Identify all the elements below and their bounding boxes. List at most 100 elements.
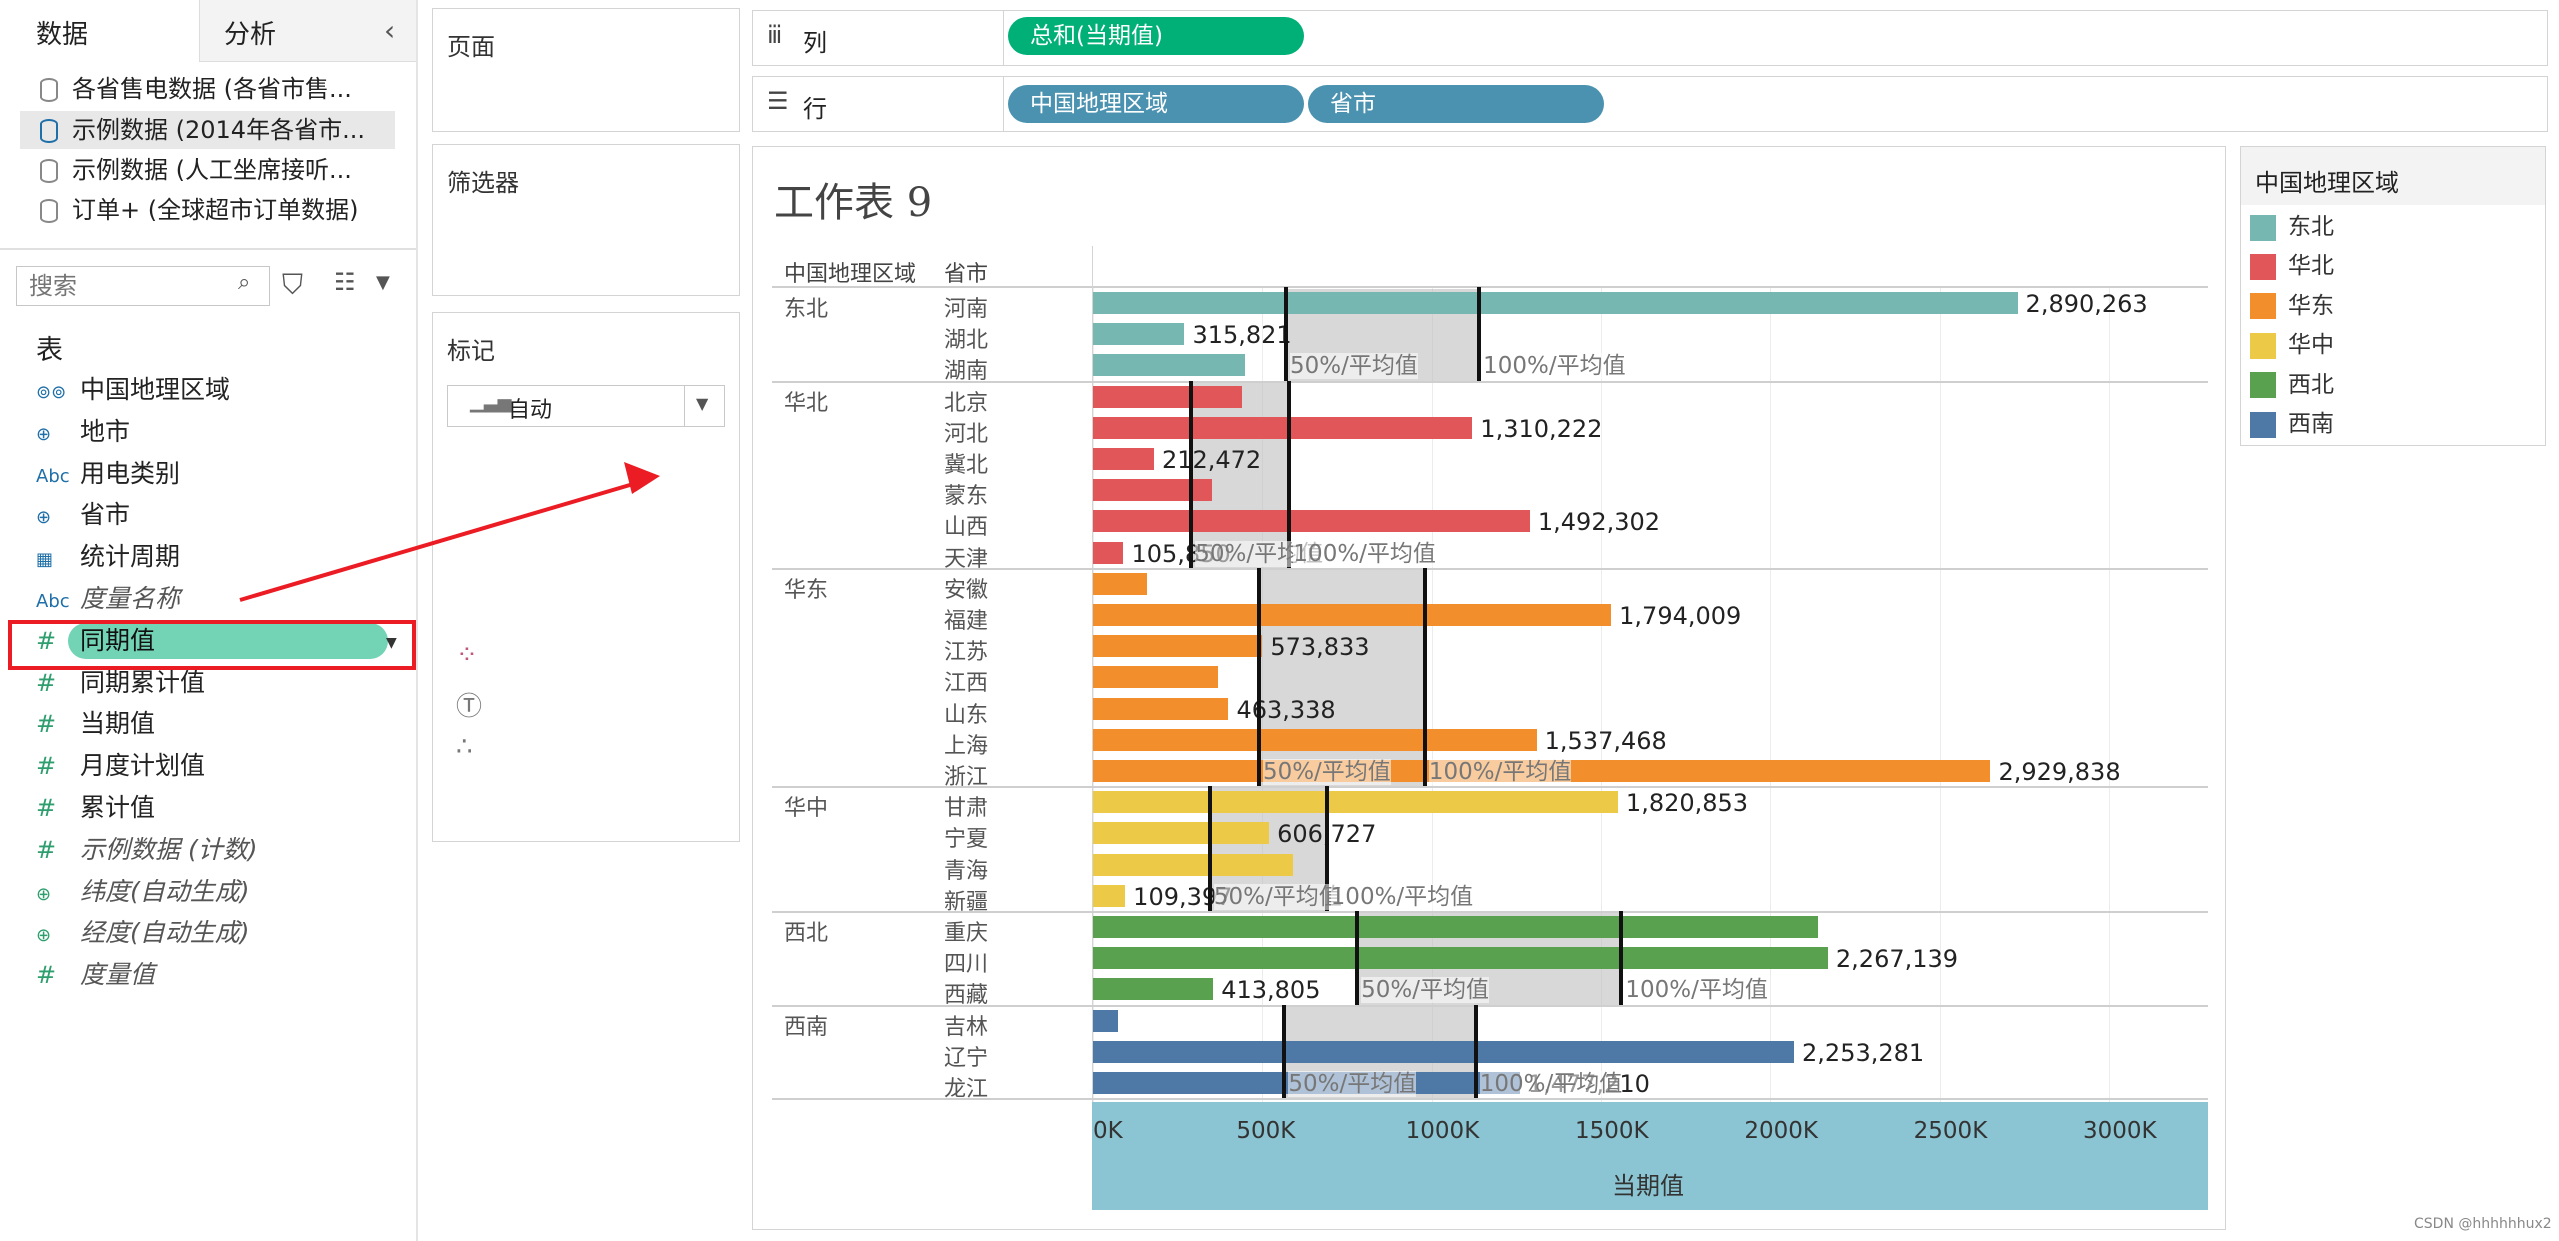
x-tick-label: 3000K — [2083, 1118, 2157, 1144]
field-item[interactable]: ⊕ 地市 — [36, 412, 130, 452]
bar[interactable] — [1093, 604, 1612, 626]
region-label: 西南 — [784, 1014, 829, 1040]
x-axis-band[interactable] — [1092, 1102, 2208, 1210]
bar[interactable] — [1093, 448, 1154, 470]
bar[interactable] — [1093, 666, 1219, 689]
tab-data[interactable]: 数据 — [0, 0, 200, 62]
field-item[interactable]: Abc 用电类别 — [36, 454, 180, 494]
reference-label-100: 100%/平均值 — [1625, 977, 1768, 1004]
bar[interactable] — [1093, 635, 1263, 658]
pages-card[interactable]: 页面 — [432, 8, 740, 132]
bar[interactable] — [1093, 884, 1126, 907]
bar[interactable] — [1093, 916, 1818, 938]
field-item[interactable]: # 示例数据 (计数) — [36, 830, 257, 870]
data-label: 2,267,139 — [1835, 945, 1959, 974]
database-icon — [40, 199, 58, 223]
reference-line-100 — [1324, 786, 1329, 911]
legend-item[interactable]: 华中 — [2250, 328, 2334, 362]
field-label: 统计周期 — [80, 542, 181, 572]
datasource-item[interactable]: 示例数据 (人工坐席接听... — [20, 151, 395, 189]
field-label: 累计值 — [80, 793, 156, 822]
chevron-left-icon[interactable]: ‹ — [384, 14, 396, 47]
reference-label-100: 100%/平均值 — [1483, 353, 1626, 380]
bar[interactable] — [1093, 385, 1242, 408]
bar[interactable] — [1093, 697, 1229, 720]
rows-pill-region[interactable]: 中国地理区域 — [1008, 85, 1304, 123]
x-tick-label: 1500K — [1575, 1118, 1649, 1144]
province-label: 天津 — [944, 546, 989, 572]
columns-pill[interactable]: 总和(当期值) — [1008, 17, 1304, 55]
field-item[interactable]: ⊕ 省市 — [36, 495, 130, 535]
field-item[interactable]: ⊕ 经度(自动生成) — [36, 913, 250, 953]
bar[interactable] — [1093, 1009, 1119, 1032]
reference-band — [1258, 569, 1425, 787]
bar[interactable] — [1093, 292, 2018, 314]
bar[interactable] — [1093, 1040, 1795, 1063]
field-item[interactable]: ⊕ 纬度(自动生成) — [36, 872, 250, 912]
dropdown-caret-icon[interactable]: ▼ — [376, 272, 390, 293]
row-header-region: 中国地理区域 — [784, 262, 917, 287]
bar[interactable] — [1093, 822, 1270, 845]
filters-card[interactable]: 筛选器 — [432, 144, 740, 296]
province-label: 宁夏 — [944, 827, 989, 853]
field-item[interactable]: # 累计值 — [36, 788, 155, 828]
field-item[interactable]: # 同期累计值 — [36, 663, 205, 703]
bar[interactable] — [1093, 947, 1828, 970]
hash-icon: # — [36, 626, 57, 655]
bar[interactable] — [1093, 853, 1293, 876]
bar[interactable] — [1093, 728, 1537, 751]
region-label: 华北 — [784, 390, 829, 416]
field-item[interactable]: Abc 度量名称 — [36, 579, 180, 619]
province-label: 河南 — [944, 297, 989, 322]
legend-item[interactable]: 华东 — [2250, 289, 2334, 323]
mark-type-select[interactable]: ▁▃▅ 自动 ▼ — [447, 385, 725, 427]
bar[interactable] — [1093, 572, 1148, 595]
legend-swatch — [2250, 214, 2276, 241]
bar[interactable] — [1093, 978, 1214, 1001]
bar[interactable] — [1093, 479, 1212, 502]
bar[interactable] — [1093, 354, 1246, 377]
field-item[interactable]: # 度量值 — [36, 955, 155, 995]
filter-icon[interactable]: ⛉ — [282, 268, 304, 301]
legend-item[interactable]: 东北 — [2250, 210, 2334, 244]
reference-line-50 — [1284, 287, 1289, 381]
legend-card: 中国地理区域 — [2240, 146, 2546, 446]
x-axis-title: 当期值 — [1612, 1172, 1684, 1200]
bar[interactable] — [1093, 510, 1530, 533]
province-label: 江苏 — [944, 640, 989, 666]
legend-item[interactable]: 西北 — [2250, 368, 2334, 402]
gridline — [1093, 288, 1094, 1102]
datasource-item-active[interactable]: 示例数据 (2014年各省市... — [20, 111, 395, 149]
rows-pill-province[interactable]: 省市 — [1308, 85, 1604, 123]
field-item[interactable]: ⊚⊚ 中国地理区域 — [36, 370, 230, 410]
datasource-label: 订单+ (全球超市订单数据) — [72, 196, 359, 224]
reference-label-100: 100%/平均值 — [1479, 1071, 1623, 1097]
field-item[interactable]: # 月度计划值 — [36, 746, 205, 786]
legend-item[interactable]: 西南 — [2250, 407, 2334, 441]
pages-card-title: 页面 — [447, 33, 495, 61]
datasource-item[interactable]: 订单+ (全球超市订单数据) — [20, 191, 395, 229]
field-item[interactable]: # 同期值 ▼ — [36, 621, 397, 661]
dropdown-caret-icon[interactable]: ▼ — [386, 634, 397, 651]
datasource-item[interactable]: 各省售电数据 (各省市售... — [20, 70, 395, 108]
mark-type-value: 自动 — [508, 398, 553, 423]
field-item[interactable]: # 当期值 — [36, 704, 155, 744]
bar[interactable] — [1093, 791, 1618, 814]
list-view-icon[interactable]: ☷ — [334, 268, 356, 296]
hash-icon: # — [36, 961, 57, 990]
province-label: 重庆 — [944, 921, 989, 946]
reference-line-50 — [1282, 1004, 1287, 1099]
bar[interactable] — [1093, 541, 1124, 564]
search-input[interactable] — [16, 266, 270, 306]
header-divider — [772, 286, 2208, 288]
reference-label-50: 50%/平均值 — [1288, 1071, 1417, 1097]
field-item[interactable]: ▦ 统计周期 — [36, 537, 180, 577]
legend-item[interactable]: 华北 — [2250, 249, 2334, 283]
bar[interactable] — [1093, 323, 1185, 346]
color-dots-icon: ⁘ — [456, 640, 478, 670]
tab-analysis[interactable]: 分析 — [200, 0, 416, 62]
x-tick-label: 2500K — [1913, 1118, 1988, 1144]
bar[interactable] — [1093, 416, 1473, 439]
search-icon[interactable]: ⌕ — [238, 270, 251, 295]
data-label: 1,310,222 — [1480, 414, 1603, 443]
